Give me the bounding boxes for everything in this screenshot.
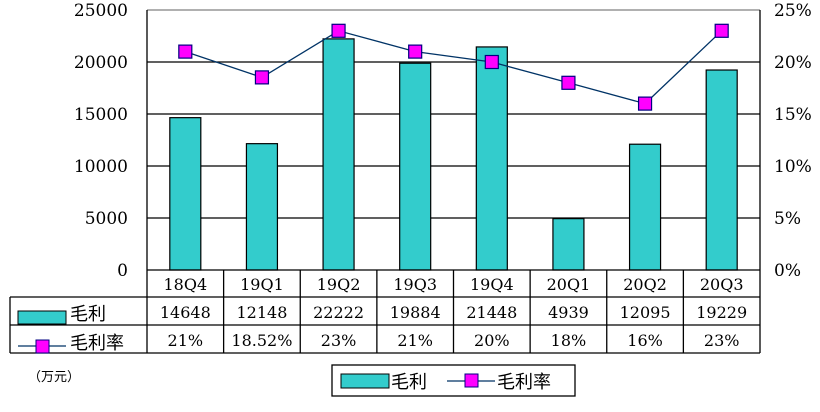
right-tick-label: 0% <box>774 261 801 281</box>
gridlines <box>147 9 760 219</box>
bar-value-cell: 21448 <box>466 303 517 322</box>
line-value-cell: 23% <box>704 331 740 350</box>
legend-label-gross-margin: 毛利率 <box>497 372 551 393</box>
right-tick-label: 20% <box>774 53 812 73</box>
line-marker <box>254 70 270 85</box>
bar <box>552 218 585 271</box>
bar <box>475 46 508 271</box>
bar-value-cell: 12148 <box>236 303 287 322</box>
bar <box>322 38 355 271</box>
line-marker <box>637 96 653 111</box>
left-tick-label: 15000 <box>74 105 128 125</box>
category-label: 19Q4 <box>470 275 514 294</box>
bar-value-cell: 12095 <box>620 303 671 322</box>
legend-label-gross-profit: 毛利 <box>391 372 427 393</box>
line-legend-key <box>35 339 50 354</box>
left-tick-label: 5000 <box>85 209 128 229</box>
row-header-gross-margin: 毛利率 <box>70 333 124 354</box>
legend-bar-swatch <box>340 373 390 389</box>
line-value-cell: 23% <box>321 331 357 350</box>
bar-value-cell: 19884 <box>390 303 441 322</box>
line-value-cell: 16% <box>627 331 663 350</box>
right-axis-ticks: 0% 5% 10% 15% 20% 25% <box>774 1 812 281</box>
gross-margin-line <box>178 23 729 111</box>
line-marker <box>561 75 576 90</box>
line-value-cell: 20% <box>474 331 510 350</box>
right-tick-label: 10% <box>774 157 812 177</box>
bar-value-cell: 4939 <box>548 303 589 322</box>
category-label: 20Q3 <box>700 275 744 294</box>
bar-value-cell: 19229 <box>696 303 747 322</box>
line-path <box>185 30 723 105</box>
line-marker <box>178 44 193 59</box>
category-label: 19Q2 <box>317 275 361 294</box>
line-marker <box>331 23 346 38</box>
data-table: 18Q4 14648 21% 19Q1 12148 18.52% 19Q2 22222 23% 1… <box>9 270 761 354</box>
bar <box>245 143 279 271</box>
line-value-cell: 18% <box>551 331 587 350</box>
line-marker <box>408 44 423 59</box>
line-marker <box>714 23 729 38</box>
left-tick-label: 25000 <box>74 1 128 21</box>
legend-line-swatch <box>464 373 479 388</box>
legend: 毛利 毛利率 <box>331 364 576 397</box>
category-label: 20Q1 <box>547 275 591 294</box>
unit-label: （万元） <box>28 370 80 385</box>
plot-frame <box>146 10 761 271</box>
line-value-cell: 18.52% <box>231 331 292 350</box>
left-tick-label: 0 <box>117 261 128 281</box>
right-tick-label: 25% <box>774 1 812 21</box>
right-tick-label: 15% <box>774 105 812 125</box>
gross-profit-bars <box>169 38 738 271</box>
category-label: 20Q2 <box>623 275 667 294</box>
bar <box>705 69 738 271</box>
right-tick-label: 5% <box>774 209 801 229</box>
line-value-cell: 21% <box>397 331 433 350</box>
line-marker <box>484 54 499 70</box>
category-label: 19Q1 <box>240 275 284 294</box>
bar-value-cell: 22222 <box>313 303 364 322</box>
bar <box>628 143 662 271</box>
row-header-gross-profit: 毛利 <box>70 304 106 325</box>
bar-legend-key <box>17 310 67 325</box>
line-value-cell: 21% <box>168 331 204 350</box>
category-label: 18Q4 <box>163 275 207 294</box>
bar-value-cell: 14648 <box>160 303 211 322</box>
bar <box>169 117 202 271</box>
bar <box>399 62 432 271</box>
left-axis-ticks: 0 5000 10000 15000 20000 25000 <box>74 1 128 281</box>
left-tick-label: 10000 <box>74 157 128 177</box>
left-tick-label: 20000 <box>74 53 128 73</box>
category-label: 19Q3 <box>393 275 437 294</box>
